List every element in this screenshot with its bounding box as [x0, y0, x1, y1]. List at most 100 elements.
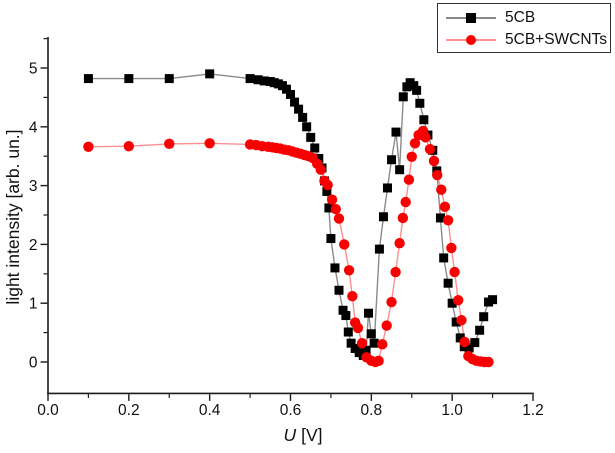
data-point-5cb-swcnts — [459, 336, 470, 348]
x-tick-label: 0.2 — [118, 402, 140, 419]
data-point-5cb — [286, 89, 295, 99]
data-point-5cb — [435, 213, 445, 223]
data-point-5cb-swcnts — [406, 151, 417, 162]
data-point-5cb — [298, 112, 308, 122]
data-point-5cb-swcnts — [456, 315, 467, 326]
data-point-5cb — [488, 295, 498, 305]
y-axis-label: light intensity [arb. un.] — [3, 129, 23, 305]
data-point-5cb — [366, 329, 376, 339]
x-axis-label: U [V] — [203, 423, 403, 447]
x-axis-unit: [V] — [301, 425, 323, 445]
legend: 5CB 5CB+SWCNTs — [437, 3, 611, 53]
circle-marker-icon — [466, 35, 476, 45]
y-tick-label: 1 — [29, 296, 38, 313]
data-point-5cb — [322, 186, 332, 196]
data-point-5cb-swcnts — [347, 290, 358, 302]
data-point-5cb-swcnts — [381, 320, 392, 331]
data-point-5cb — [343, 327, 353, 337]
legend-sample-5cb — [446, 12, 496, 24]
data-point-5cb-swcnts — [449, 266, 460, 278]
data-point-5cb-swcnts — [123, 141, 135, 152]
data-point-5cb — [253, 75, 263, 85]
data-point-5cb — [412, 85, 422, 95]
data-point-5cb — [387, 155, 397, 165]
data-point-5cb — [281, 84, 291, 94]
data-point-5cb — [324, 203, 334, 213]
x-tick-label: 1.0 — [441, 402, 463, 419]
data-point-5cb — [369, 338, 379, 348]
data-point-5cb — [419, 115, 429, 125]
data-point-5cb — [398, 92, 408, 102]
data-point-5cb — [395, 165, 405, 175]
data-point-5cb-swcnts — [403, 174, 415, 185]
data-point-5cb-swcnts — [339, 239, 350, 250]
legend-label-5cb: 5CB — [505, 9, 536, 26]
data-point-5cb-swcnts — [442, 215, 454, 226]
data-point-5cb-swcnts — [390, 266, 401, 278]
data-point-5cb-swcnts — [352, 322, 364, 334]
data-point-5cb-swcnts — [326, 194, 338, 205]
data-point-5cb — [464, 343, 474, 353]
data-point-5cb-swcnts — [322, 179, 333, 191]
x-tick-label: 0.4 — [199, 402, 221, 419]
x-tick-label: 1.2 — [522, 402, 544, 419]
data-point-5cb — [83, 74, 93, 84]
data-point-5cb-swcnts — [436, 184, 447, 195]
legend-item-5cb: 5CB — [446, 7, 610, 29]
data-point-5cb-swcnts — [343, 265, 355, 276]
legend-label-5cb-swcnts: 5CB+SWCNTs — [505, 31, 608, 48]
x-tick-label: 0.6 — [280, 402, 302, 419]
data-point-5cb — [314, 154, 324, 164]
data-point-5cb — [124, 74, 134, 84]
data-point-5cb-swcnts — [394, 238, 405, 249]
y-tick-label: 2 — [29, 237, 38, 254]
data-point-5cb-swcnts — [386, 296, 397, 308]
data-point-5cb — [409, 81, 419, 91]
data-point-5cb — [479, 312, 489, 322]
data-point-5cb — [330, 263, 340, 273]
data-point-5cb — [334, 285, 344, 295]
data-point-5cb-swcnts — [333, 213, 345, 224]
data-point-5cb-swcnts — [483, 356, 494, 368]
data-point-5cb-swcnts — [424, 143, 436, 155]
data-point-5cb — [364, 308, 374, 318]
x-tick-label: 0.0 — [37, 402, 59, 419]
data-point-5cb-swcnts — [397, 212, 409, 224]
data-point-5cb — [391, 127, 401, 137]
series-line-5cb-swcnts — [88, 130, 489, 363]
data-point-5cb — [470, 338, 480, 348]
data-point-5cb — [378, 212, 388, 222]
data-point-5cb-swcnts — [432, 169, 443, 181]
data-point-5cb — [451, 317, 461, 327]
data-point-5cb — [374, 244, 384, 254]
data-point-5cb — [164, 74, 174, 84]
data-point-5cb — [346, 338, 356, 348]
data-point-5cb-swcnts — [164, 138, 175, 150]
y-tick-label: 3 — [29, 178, 38, 195]
square-marker-icon — [466, 13, 476, 23]
data-point-5cb — [383, 183, 392, 193]
data-point-5cb-swcnts — [315, 164, 327, 175]
data-point-5cb-swcnts — [409, 138, 421, 149]
data-point-5cb-swcnts — [330, 203, 341, 215]
data-point-5cb — [443, 278, 453, 288]
data-point-5cb-swcnts — [446, 242, 457, 254]
data-point-5cb-swcnts — [373, 355, 384, 367]
y-tick-label: 4 — [29, 119, 38, 136]
data-point-5cb — [294, 104, 304, 114]
data-point-5cb — [338, 305, 348, 315]
data-point-5cb — [475, 325, 485, 335]
data-point-5cb-swcnts — [400, 196, 411, 208]
data-point-5cb-swcnts — [83, 141, 94, 152]
data-point-5cb — [302, 122, 312, 132]
data-point-5cb-swcnts — [428, 155, 440, 167]
legend-item-5cb-swcnts: 5CB+SWCNTs — [446, 29, 610, 51]
x-tick-label: 0.8 — [361, 402, 383, 419]
data-point-5cb-swcnts — [439, 201, 451, 212]
data-point-5cb — [259, 76, 269, 86]
data-point-5cb — [439, 253, 449, 263]
data-point-5cb — [290, 97, 300, 107]
legend-sample-5cb-swcnts — [446, 34, 496, 46]
